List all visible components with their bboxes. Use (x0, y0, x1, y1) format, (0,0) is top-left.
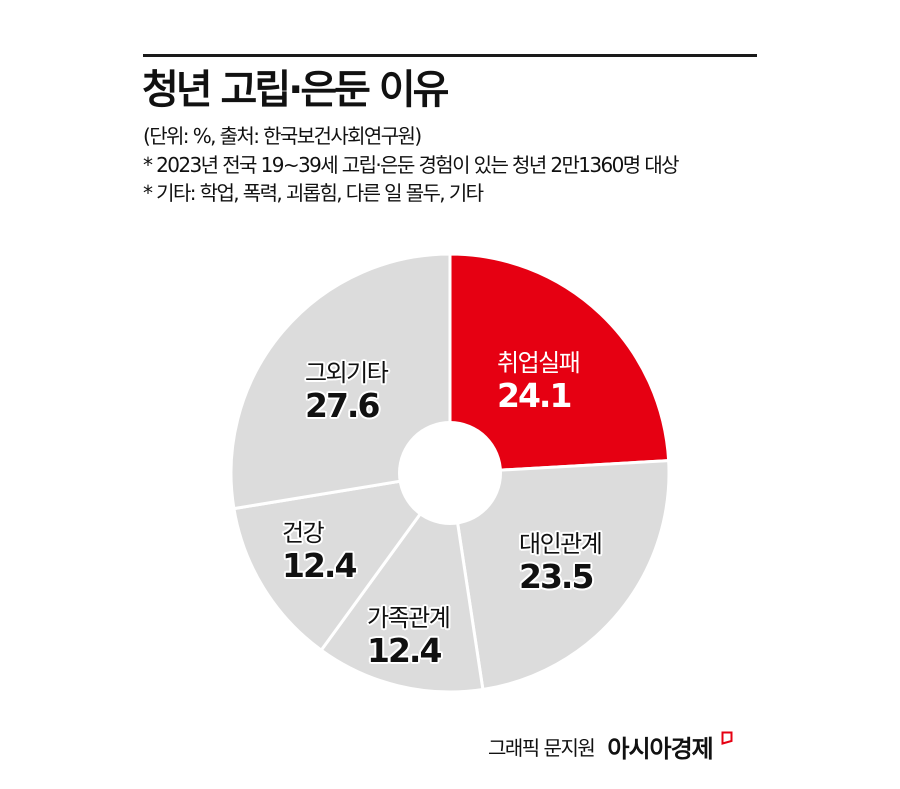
slice-name: 취업실패 (497, 349, 581, 377)
chart-title: 청년 고립·은둔 이유 (142, 67, 449, 113)
slice-name: 가족관계 (367, 604, 451, 632)
slice-label-job-failure: 취업실패 24.1 (497, 348, 581, 415)
slice-name: 건강 (282, 519, 325, 547)
donut-slice (448, 459, 671, 692)
other-category-note: * 기타: 학업, 폭력, 괴롭힘, 다른 일 몰두, 기타 (143, 181, 484, 205)
brand-mark-icon (721, 731, 733, 745)
header-rule (143, 54, 757, 57)
donut-slices (229, 252, 671, 694)
donut-slice (448, 252, 671, 475)
donut-slice (229, 252, 452, 511)
credit-line: 그래픽 문지원 아시아경제 (488, 729, 733, 764)
slice-value: 23.5 (519, 557, 594, 596)
slice-label-other: 그외기타 27.6 (305, 358, 389, 425)
survey-note: * 2023년 전국 19~39세 고립·은둔 경험이 있는 청년 2만1360… (143, 153, 680, 177)
brand-logo-text: 아시아경제 (607, 735, 713, 763)
slice-value: 12.4 (367, 631, 442, 670)
slice-value: 24.1 (497, 376, 572, 415)
donut-slice (232, 471, 452, 652)
slice-name: 그외기타 (305, 359, 389, 387)
slice-name: 대인관계 (519, 530, 603, 558)
unit-source-note: (단위: %, 출처: 한국보건사회연구원) (143, 124, 422, 148)
slice-value: 27.6 (305, 386, 380, 425)
donut-slice (319, 471, 485, 694)
slice-label-health: 건강 12.4 (282, 518, 357, 585)
slice-label-relationships: 대인관계 23.5 (519, 529, 603, 596)
graphic-credit: 그래픽 문지원 (488, 736, 596, 760)
slice-value: 12.4 (282, 546, 357, 585)
donut-hole (398, 421, 502, 525)
slice-label-family: 가족관계 12.4 (367, 603, 451, 670)
